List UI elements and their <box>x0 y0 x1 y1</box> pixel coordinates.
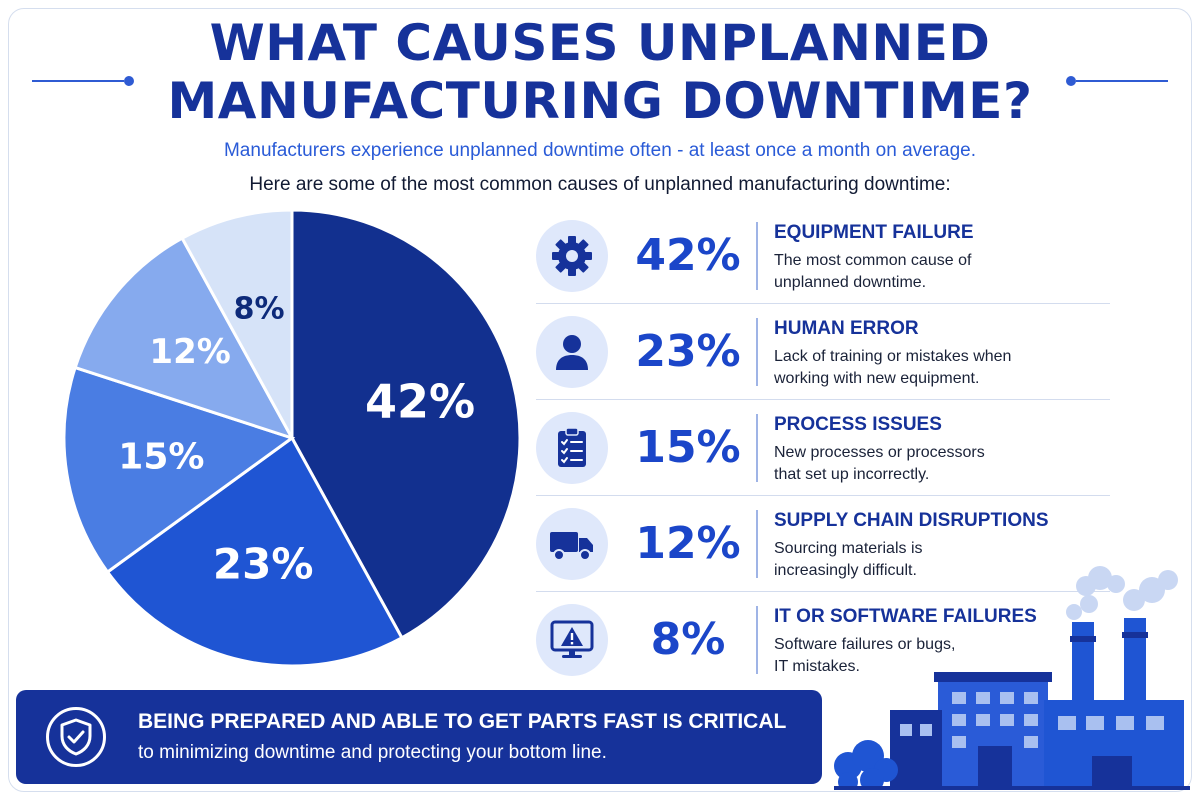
cause-description: Software failures or bugs, IT mistakes. <box>774 634 1074 678</box>
cause-desc-line-1: Software failures or bugs, <box>774 636 956 653</box>
monitor-warning-icon <box>536 604 608 676</box>
row-separator <box>536 399 1110 400</box>
subtitle-frequency: Manufacturers experience unplanned downt… <box>223 140 977 161</box>
cause-description: The most common cause of unplanned downt… <box>774 250 1074 294</box>
shield-check-icon <box>46 707 106 767</box>
person-icon <box>536 316 608 388</box>
cause-desc-line-2: that set up incorrectly. <box>774 466 930 483</box>
causes-list: 42% EQUIPMENT FAILURE The most common ca… <box>536 208 1112 688</box>
divider <box>756 510 758 578</box>
cause-desc-line-1: The most common cause of <box>774 252 972 269</box>
cause-desc-line-2: increasingly difficult. <box>774 562 917 579</box>
cause-desc-line-1: New processes or processors <box>774 444 985 461</box>
cause-description: Lack of training or mistakes when workin… <box>774 346 1074 390</box>
cause-title: HUMAN ERROR <box>774 318 919 339</box>
divider <box>756 318 758 386</box>
row-separator <box>536 591 1110 592</box>
pie-label: 8% <box>234 291 285 326</box>
cause-description: Sourcing materials is increasingly diffi… <box>774 538 1074 582</box>
cause-desc-line-2: IT mistakes. <box>774 658 860 675</box>
cause-desc-line-1: Sourcing materials is <box>774 540 923 557</box>
cause-row-it-software: 8% IT OR SOFTWARE FAILURES Software fail… <box>536 592 1112 688</box>
decorative-line-left <box>32 80 124 82</box>
cause-percent: 42% <box>635 230 741 281</box>
gear-icon <box>536 220 608 292</box>
pie-slice-it-or-software-failures <box>180 208 294 439</box>
row-separator <box>536 495 1110 496</box>
divider <box>756 606 758 674</box>
pie-chart: 42% 23% 15% 12%8% <box>62 208 520 668</box>
pie-slice-supply-chain-disruptions <box>73 236 296 441</box>
row-separator <box>536 303 1110 304</box>
pie-label: 23% <box>213 540 314 589</box>
decorative-dot-right <box>1066 76 1076 86</box>
divider <box>756 222 758 290</box>
title-line-1: WHAT CAUSES UNPLANNED <box>209 14 991 72</box>
call-to-action-banner: BEING PREPARED AND ABLE TO GET PARTS FAS… <box>16 690 822 784</box>
cause-title: EQUIPMENT FAILURE <box>774 222 974 243</box>
clipboard-checklist-icon <box>536 412 608 484</box>
factory-illustration <box>834 566 1190 790</box>
cause-percent: 12% <box>635 518 741 569</box>
cause-percent: 8% <box>650 614 726 665</box>
cause-title: SUPPLY CHAIN DISRUPTIONS <box>774 510 1049 531</box>
cause-row-human-error: 23% HUMAN ERROR Lack of training or mist… <box>536 304 1112 400</box>
delivery-truck-icon <box>536 508 608 580</box>
pie-label: 15% <box>118 437 204 478</box>
cause-desc-line-2: working with new equipment. <box>774 370 980 387</box>
pie-slice-process-issues <box>62 365 296 575</box>
decorative-dot-left <box>124 76 134 86</box>
cause-title: PROCESS ISSUES <box>774 414 942 435</box>
cause-description: New processes or processors that set up … <box>774 442 1074 486</box>
cause-desc-line-2: unplanned downtime. <box>774 274 927 291</box>
cause-percent: 15% <box>635 422 741 473</box>
divider <box>756 414 758 482</box>
pie-slice-equipment-failure <box>290 208 520 640</box>
pie-label: 12% <box>149 332 230 372</box>
banner-subtitle: to minimizing downtime and protecting yo… <box>138 742 607 763</box>
subtitle-intro: Here are some of the most common causes … <box>249 174 951 195</box>
cause-title: IT OR SOFTWARE FAILURES <box>774 606 1037 627</box>
banner-title: BEING PREPARED AND ABLE TO GET PARTS FAS… <box>138 710 787 733</box>
page-title: WHAT CAUSES UNPLANNED MANUFACTURING DOWN… <box>0 14 1200 130</box>
cause-row-supply-chain: 12% SUPPLY CHAIN DISRUPTIONS Sourcing ma… <box>536 496 1112 592</box>
cause-row-process-issues: 15% PROCESS ISSUES New processes or proc… <box>536 400 1112 496</box>
pie-label: 42% <box>365 375 475 429</box>
pie-slice-human-error <box>105 435 404 668</box>
decorative-line-right <box>1076 80 1168 82</box>
cause-row-equipment-failure: 42% EQUIPMENT FAILURE The most common ca… <box>536 208 1112 304</box>
cause-desc-line-1: Lack of training or mistakes when <box>774 348 1012 365</box>
cause-percent: 23% <box>635 326 741 377</box>
title-line-2: MANUFACTURING DOWNTIME? <box>167 72 1033 130</box>
